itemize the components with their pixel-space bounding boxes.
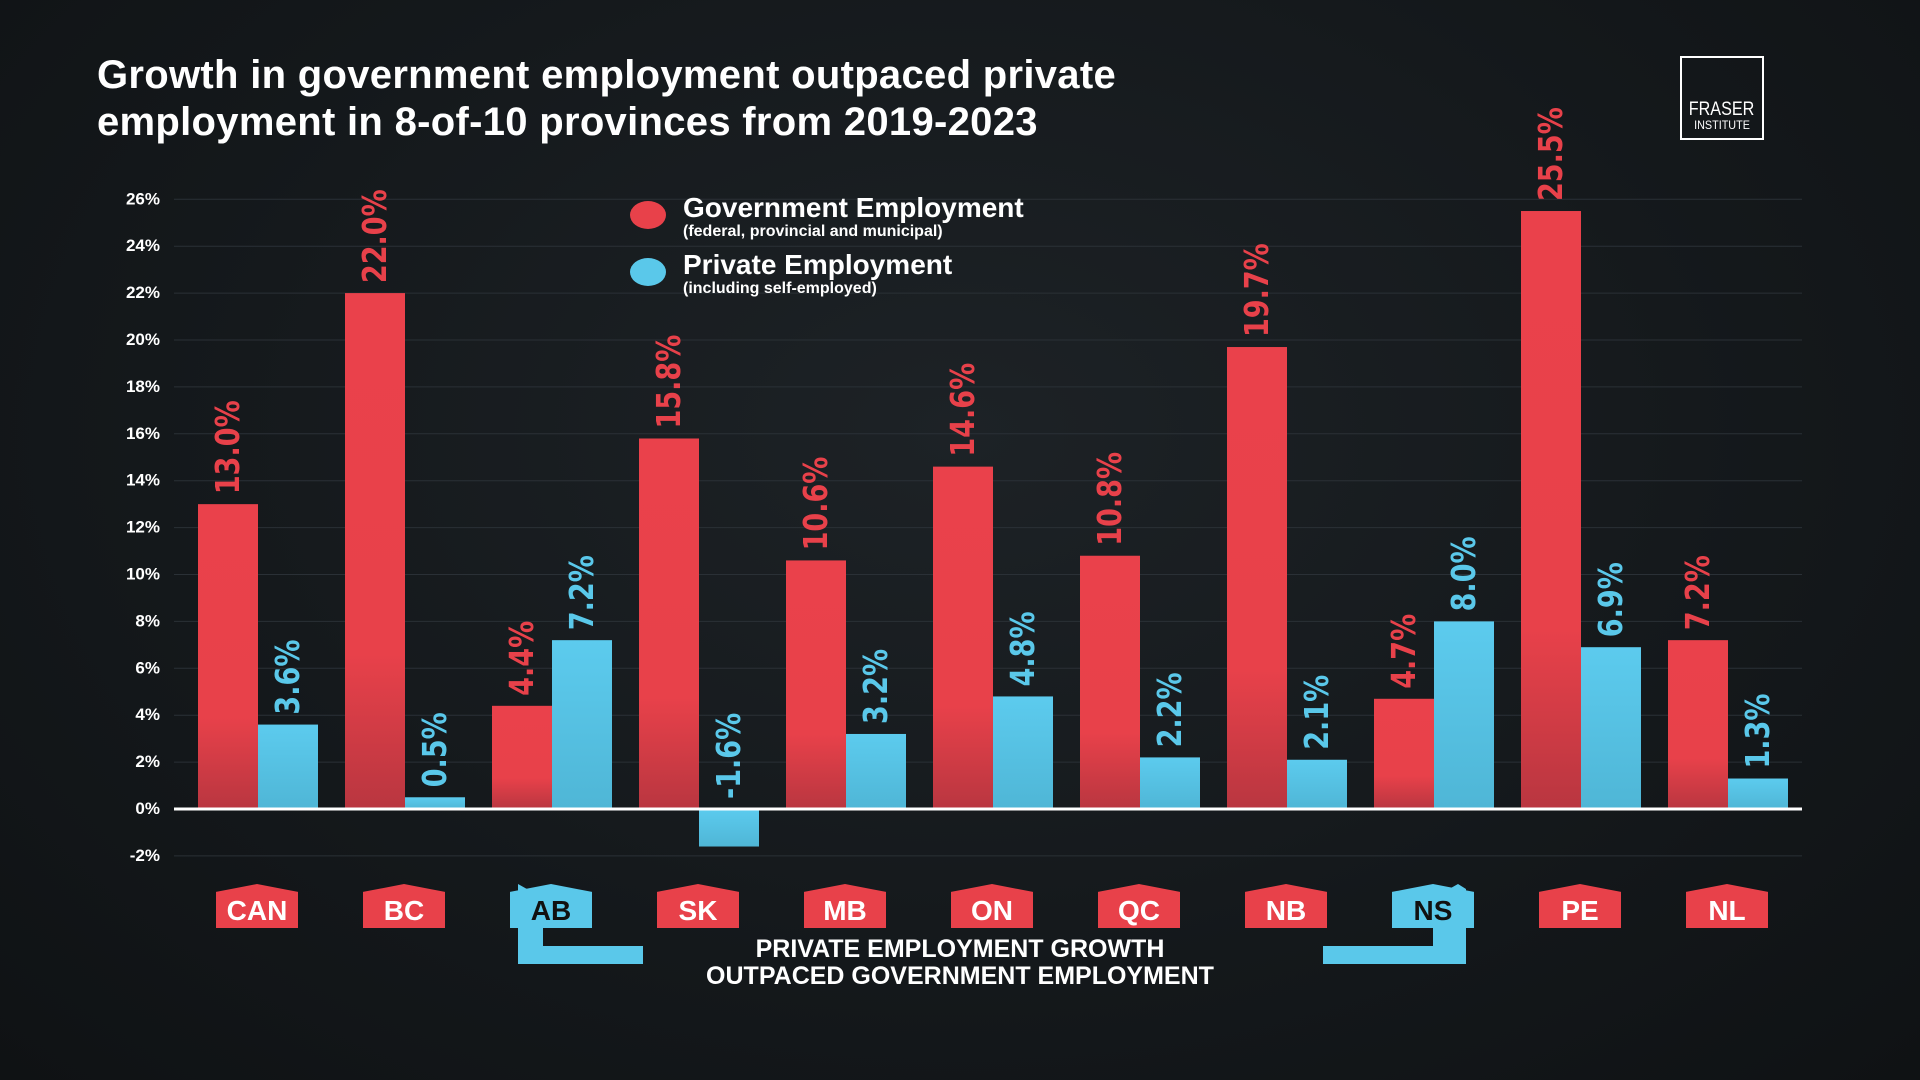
private-bar-qc [1140, 757, 1200, 809]
government-value-label: 4.7% [1385, 614, 1423, 689]
chart-title: Growth in government employment outpaced… [97, 52, 1116, 146]
category-tag-ns: NS [1392, 884, 1474, 928]
y-tick-label: 18% [126, 377, 160, 396]
government-value-label: 13.0% [209, 400, 247, 494]
private-bar-nb [1287, 759, 1347, 809]
category-tag-nl: NL [1686, 884, 1768, 928]
category-tag-ab: AB [510, 884, 592, 928]
government-bar-ns [1374, 698, 1434, 809]
government-value-label: 19.7% [1238, 243, 1276, 337]
private-value-label: 1.3% [1739, 694, 1777, 769]
private-value-label: 3.6% [269, 640, 307, 715]
government-bar-can [198, 504, 258, 809]
category-tag-qc: QC [1098, 884, 1180, 928]
y-tick-label: 2% [135, 752, 160, 771]
title-line-1: Growth in government employment outpaced… [97, 53, 1116, 97]
legend-label-private: Private Employment [683, 249, 953, 280]
y-tick-label: 26% [126, 189, 160, 208]
y-tick-label: 14% [126, 471, 160, 490]
government-value-label: 15.8% [650, 335, 688, 429]
legend-private: Private Employment (including self-emplo… [630, 249, 953, 298]
callout-line-1: PRIVATE EMPLOYMENT GROWTH [755, 935, 1165, 963]
callout-line-2: OUTPACED GOVERNMENT EMPLOYMENT [706, 962, 1214, 990]
private-bar-ns [1434, 621, 1494, 809]
private-value-label: 8.0% [1445, 536, 1483, 611]
government-value-label: 10.8% [1091, 452, 1129, 546]
government-bar-ab [492, 705, 552, 809]
private-value-label: 2.1% [1298, 675, 1336, 750]
y-tick-label: 20% [126, 330, 160, 349]
y-tick-label: 12% [126, 518, 160, 537]
government-value-label: 7.2% [1679, 555, 1717, 630]
government-bar-sk [639, 438, 699, 809]
private-value-label: 0.5% [416, 712, 454, 787]
government-bar-mb [786, 560, 846, 809]
private-bar-sk [699, 809, 759, 847]
y-tick-label: 4% [135, 705, 160, 724]
y-tick-label: 24% [126, 236, 160, 255]
legend-label-government: Government Employment [683, 192, 1024, 223]
private-bar-on [993, 696, 1053, 809]
private-bar-bc [405, 797, 465, 809]
title-line-2: employment in 8-of-10 provinces from 201… [97, 100, 1038, 144]
category-tag-mb: MB [804, 884, 886, 928]
y-tick-label: 0% [135, 799, 160, 818]
y-tick-label: 10% [126, 565, 160, 584]
category-tag-can: CAN [216, 884, 298, 928]
government-value-label: 22.0% [356, 189, 394, 283]
legend-note-government: (federal, provincial and municipal) [683, 223, 943, 240]
private-value-label: 7.2% [563, 555, 601, 630]
y-tick-label: 22% [126, 283, 160, 302]
y-tick-label: 16% [126, 424, 160, 443]
legend-note-private: (including self-employed) [683, 280, 877, 297]
category-tag-nb: NB [1245, 884, 1327, 928]
government-bar-nb [1227, 347, 1287, 809]
private-value-label: 6.9% [1592, 562, 1630, 637]
category-tag-pe: PE [1539, 884, 1621, 928]
private-bar-ab [552, 640, 612, 809]
government-value-label: 25.5% [1532, 107, 1570, 201]
private-bar-pe [1581, 647, 1641, 809]
fraser-institute-logo: FRASER INSTITUTE [1680, 56, 1764, 140]
category-tag-sk: SK [657, 884, 739, 928]
government-value-label: 4.4% [503, 621, 541, 696]
category-tag-bc: BC [363, 884, 445, 928]
private-bar-nl [1728, 778, 1788, 809]
y-tick-label: 6% [135, 658, 160, 677]
legend-government: Government Employment (federal, provinci… [630, 192, 1024, 241]
private-value-label: 3.2% [857, 649, 895, 724]
y-tick-label: 8% [135, 611, 160, 630]
private-value-label: -1.6% [710, 713, 748, 799]
private-value-label: 4.8% [1004, 611, 1042, 686]
legend-swatch-government [630, 201, 666, 229]
private-bar-can [258, 724, 318, 809]
government-bar-qc [1080, 555, 1140, 809]
government-bar-pe [1521, 211, 1581, 809]
government-bar-on [933, 466, 993, 809]
private-value-label: 2.2% [1151, 672, 1189, 747]
logo-line-2: INSTITUTE [1694, 118, 1750, 132]
private-bar-mb [846, 733, 906, 809]
government-bar-nl [1668, 640, 1728, 809]
callout-text: PRIVATE EMPLOYMENT GROWTH OUTPACED GOVER… [0, 936, 1920, 990]
government-bar-bc [345, 293, 405, 810]
government-value-label: 14.6% [944, 363, 982, 457]
y-tick-label: -2% [130, 846, 160, 865]
government-value-label: 10.6% [797, 457, 835, 551]
legend-swatch-private [630, 258, 666, 286]
logo-line-1: FRASER [1689, 99, 1755, 120]
category-tag-on: ON [951, 884, 1033, 928]
